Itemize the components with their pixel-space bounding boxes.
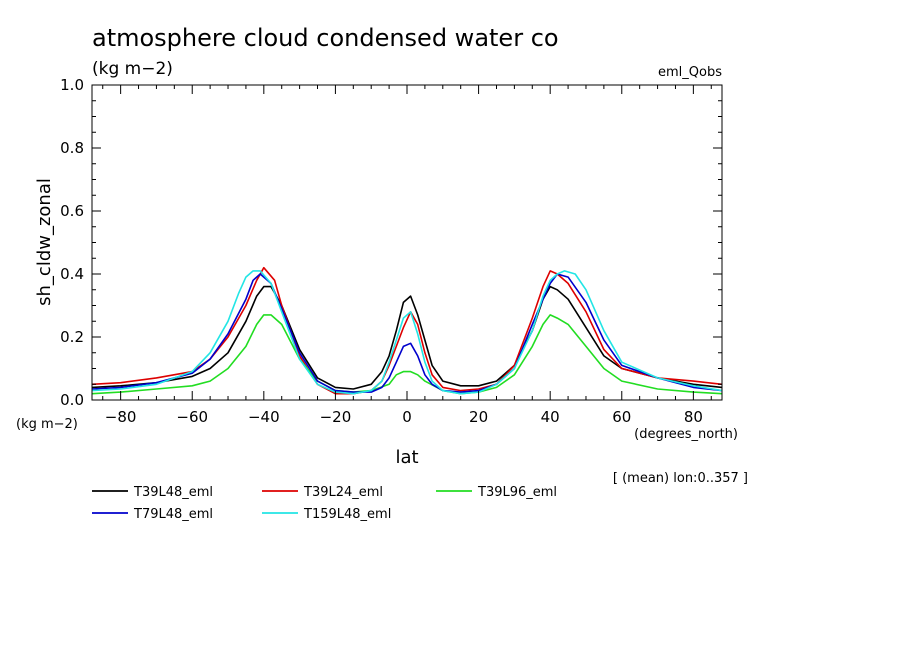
axes-layer: 0.0 0.2 0.4 0.6 0.8 1.0 −80 −60 −40 −20 0 20 40 60 80	[60, 76, 722, 426]
plot-frame	[91, 84, 723, 401]
x-tick-label: −80	[105, 408, 137, 426]
y-axis-units: (kg m−2)	[16, 417, 78, 432]
series-line-t159l48-eml	[91, 270, 723, 395]
y-tick-label: 0.0	[60, 391, 84, 409]
x-tick-label: 60	[612, 408, 631, 426]
series-line-t39l48-eml	[91, 285, 723, 390]
series-line-t79l48-eml	[91, 273, 723, 393]
series-layer	[91, 266, 723, 395]
series-line-t39l24-eml	[91, 266, 723, 395]
series-line-t39l96-eml	[91, 314, 723, 395]
y-tick-label: 0.4	[60, 265, 84, 283]
legend-label: T159L48_eml	[303, 507, 391, 522]
legend-label: T39L96_eml	[477, 485, 557, 500]
x-tick-label: −60	[176, 408, 208, 426]
legend-label: T39L24_eml	[303, 485, 383, 500]
x-tick-label: −20	[320, 408, 352, 426]
legend: T39L48_eml T39L24_eml T39L96_eml T79L48_eml…	[92, 485, 557, 522]
x-tick-label: 40	[541, 408, 560, 426]
experiment-label: eml_Qobs	[658, 65, 722, 80]
y-axis-label: sh_cldw_zonal	[34, 178, 55, 306]
y-tick-label: 1.0	[60, 76, 84, 94]
legend-label: T39L48_eml	[133, 485, 213, 500]
chart-subtitle: (kg m−2)	[92, 59, 173, 79]
x-axis-units: (degrees_north)	[634, 427, 738, 442]
chart-title: atmosphere cloud condensed water co	[92, 24, 559, 52]
x-tick-label: 20	[469, 408, 488, 426]
legend-label: T79L48_eml	[133, 507, 213, 522]
x-axis-label: lat	[395, 447, 418, 468]
y-tick-label: 0.6	[60, 202, 84, 220]
y-tick-label: 0.8	[60, 139, 84, 157]
y-tick-label: 0.2	[60, 328, 84, 346]
x-tick-label: −40	[248, 408, 280, 426]
x-tick-label: 80	[684, 408, 703, 426]
x-tick-label: 0	[402, 408, 412, 426]
footnote: [ (mean) lon:0..357 ]	[613, 471, 748, 486]
